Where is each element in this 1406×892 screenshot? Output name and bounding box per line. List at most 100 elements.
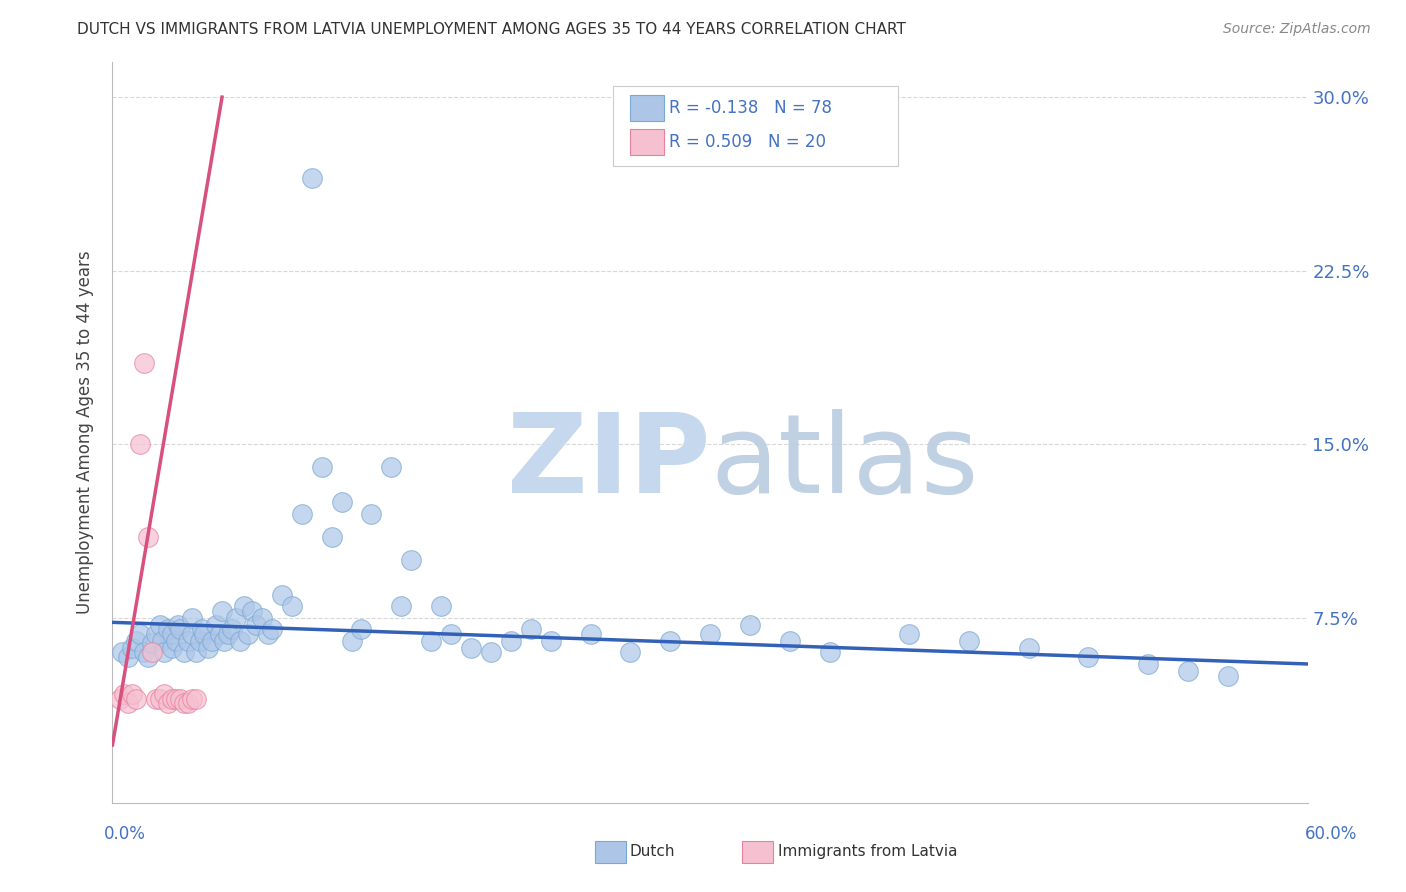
Point: [177, 633, 200, 648]
Point: [240, 604, 263, 618]
Point: [181, 611, 204, 625]
Point: [225, 611, 247, 625]
Point: [779, 633, 801, 648]
Text: 60.0%: 60.0%: [1305, 825, 1357, 843]
Point: [188, 633, 211, 648]
Point: [209, 627, 232, 641]
Point: [212, 633, 235, 648]
Point: [153, 645, 176, 659]
Point: [173, 696, 195, 710]
Point: [197, 640, 219, 655]
Point: [957, 633, 980, 648]
Point: [141, 645, 163, 659]
Point: [1018, 640, 1040, 655]
Point: [177, 696, 200, 710]
Text: Immigrants from Latvia: Immigrants from Latvia: [778, 845, 957, 859]
Point: [257, 627, 280, 641]
Point: [125, 633, 148, 648]
Point: [121, 687, 143, 701]
Point: [1177, 664, 1199, 678]
Point: [340, 633, 363, 648]
Point: [150, 633, 173, 648]
Point: [129, 437, 152, 451]
Point: [420, 633, 443, 648]
Point: [149, 617, 172, 632]
Point: [111, 645, 134, 659]
Point: [191, 622, 214, 636]
Text: DUTCH VS IMMIGRANTS FROM LATVIA UNEMPLOYMENT AMONG AGES 35 TO 44 YEARS CORRELATI: DUTCH VS IMMIGRANTS FROM LATVIA UNEMPLOY…: [77, 22, 907, 37]
Point: [181, 691, 204, 706]
Point: [229, 633, 252, 648]
Point: [520, 622, 543, 636]
Point: [169, 622, 191, 636]
Point: [145, 627, 167, 641]
Text: Source: ZipAtlas.com: Source: ZipAtlas.com: [1223, 22, 1371, 37]
Y-axis label: Unemployment Among Ages 35 to 44 years: Unemployment Among Ages 35 to 44 years: [76, 251, 94, 615]
Point: [270, 588, 292, 602]
Point: [460, 640, 482, 655]
Point: [1216, 668, 1239, 682]
Point: [291, 507, 314, 521]
Point: [153, 687, 176, 701]
Point: [205, 617, 228, 632]
Text: Dutch: Dutch: [630, 845, 675, 859]
Point: [138, 530, 160, 544]
Point: [162, 627, 183, 641]
Text: R = -0.138   N = 78: R = -0.138 N = 78: [669, 99, 832, 118]
Point: [221, 622, 243, 636]
Point: [440, 627, 463, 641]
Point: [162, 691, 183, 706]
Point: [129, 627, 152, 641]
Point: [579, 627, 602, 641]
Point: [818, 645, 841, 659]
Point: [250, 611, 273, 625]
Point: [499, 633, 522, 648]
Point: [245, 617, 267, 632]
Text: ZIP: ZIP: [506, 409, 710, 516]
Point: [350, 622, 373, 636]
Point: [360, 507, 382, 521]
Point: [380, 460, 402, 475]
Point: [181, 627, 204, 641]
Point: [165, 691, 187, 706]
Point: [117, 696, 139, 710]
Point: [117, 650, 139, 665]
Point: [281, 599, 304, 614]
Point: [236, 627, 259, 641]
Point: [134, 356, 156, 370]
Point: [193, 627, 215, 641]
Text: 0.0%: 0.0%: [104, 825, 146, 843]
Point: [540, 633, 562, 648]
Point: [157, 696, 180, 710]
Point: [301, 171, 323, 186]
Point: [233, 599, 256, 614]
Point: [898, 627, 921, 641]
Point: [138, 650, 160, 665]
Point: [330, 495, 353, 509]
Point: [260, 622, 283, 636]
Point: [430, 599, 453, 614]
Point: [186, 691, 208, 706]
Point: [738, 617, 761, 632]
Point: [173, 645, 195, 659]
Point: [201, 633, 224, 648]
Point: [165, 633, 187, 648]
Point: [121, 640, 143, 655]
Point: [389, 599, 412, 614]
Point: [699, 627, 721, 641]
Point: [141, 636, 163, 650]
Text: atlas: atlas: [710, 409, 979, 516]
Point: [211, 604, 233, 618]
Point: [619, 645, 641, 659]
Point: [169, 691, 191, 706]
Point: [1077, 650, 1099, 665]
Point: [311, 460, 333, 475]
Point: [134, 645, 156, 659]
Point: [186, 645, 208, 659]
Point: [659, 633, 682, 648]
Point: [149, 691, 172, 706]
Point: [114, 687, 135, 701]
Text: R = 0.509   N = 20: R = 0.509 N = 20: [669, 133, 827, 152]
Point: [162, 640, 183, 655]
Point: [401, 553, 423, 567]
